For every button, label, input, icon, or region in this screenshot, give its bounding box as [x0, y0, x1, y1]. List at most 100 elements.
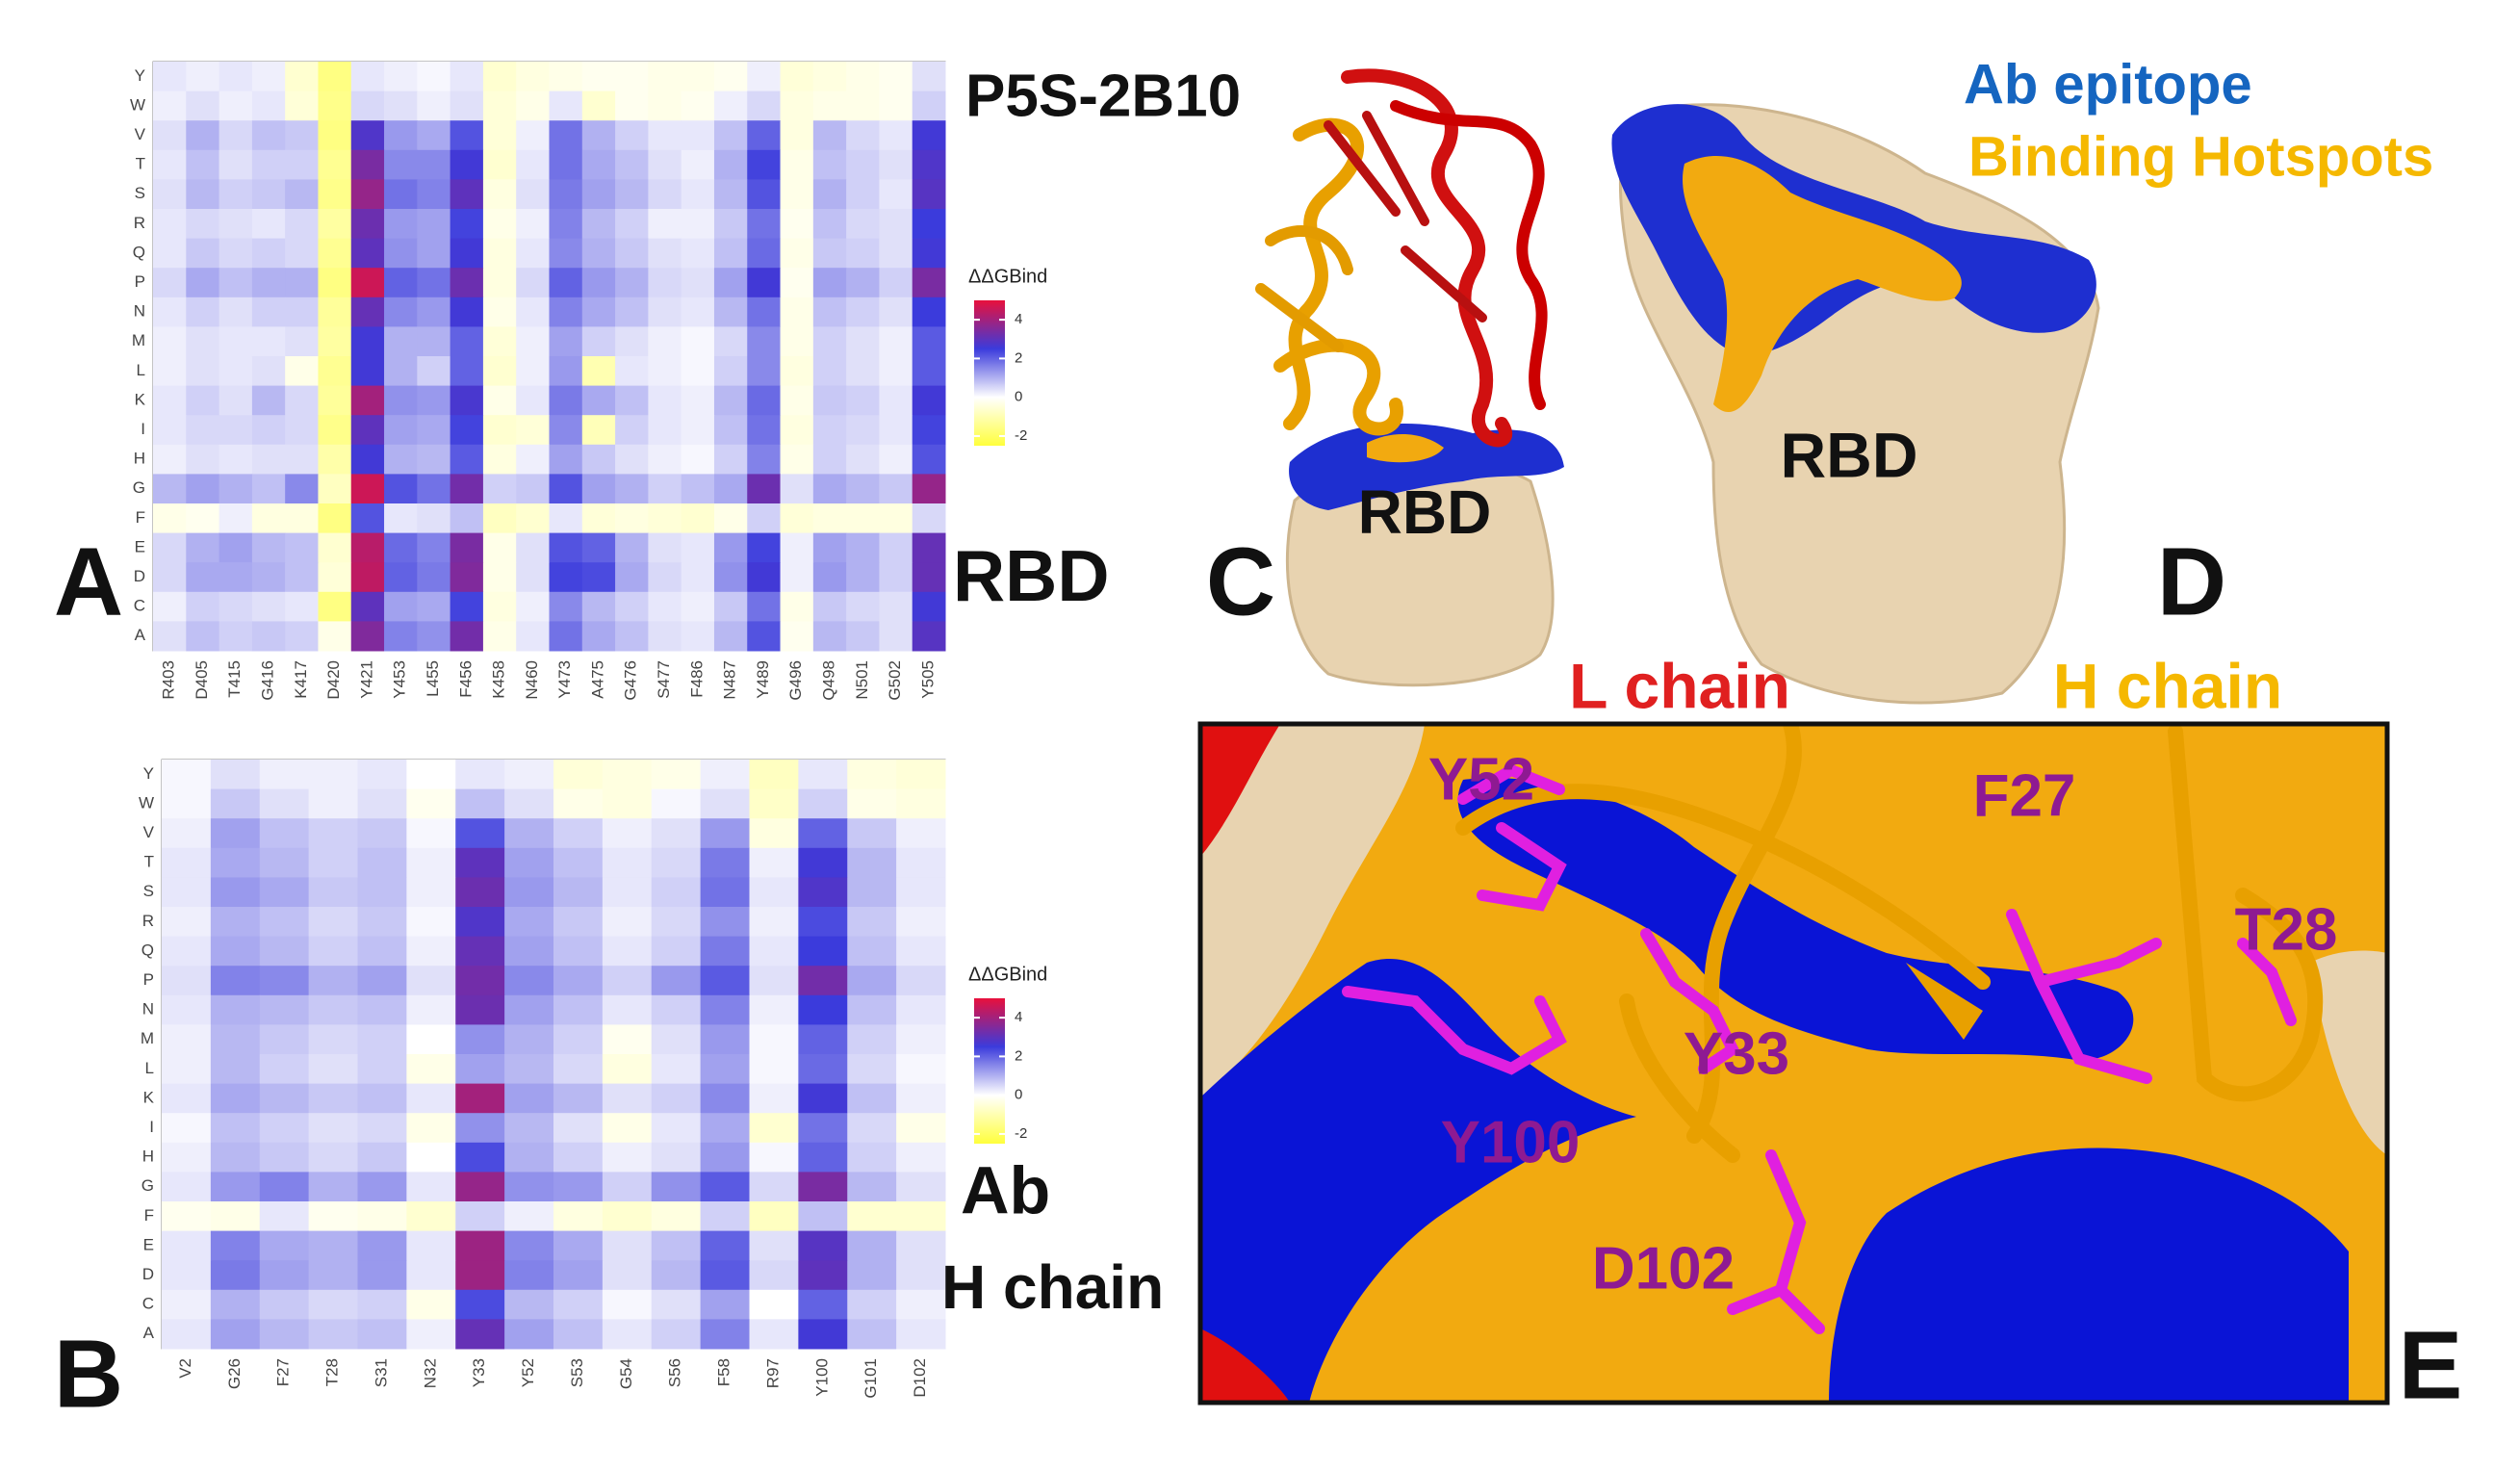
heatmap-cell [153, 385, 187, 416]
heatmap-cell [700, 818, 750, 849]
heatmap-cell [648, 209, 682, 240]
heatmap-cell [350, 90, 385, 121]
heatmap-cell [516, 268, 550, 298]
heatmap-cell [210, 1201, 261, 1232]
heatmap-cell [285, 209, 319, 240]
heatmap-cell [455, 907, 505, 938]
heatmap-cell [749, 877, 799, 908]
heatmap-cell [798, 936, 848, 967]
heatmap-cell [846, 503, 880, 534]
heatmap-cell [504, 1142, 554, 1173]
heatmap-cell [553, 994, 604, 1025]
heatmap-cell [482, 268, 517, 298]
heatmap-cell [350, 474, 385, 504]
heatmap-cell [648, 385, 682, 416]
heatmap-cell [153, 90, 187, 121]
heatmap-cell [251, 62, 286, 92]
heatmap-cell [879, 503, 913, 534]
heatmap-cell [700, 847, 750, 878]
heatmap-cell [259, 1260, 310, 1291]
heatmap-cell [879, 297, 913, 327]
heatmap-cell [308, 788, 358, 819]
structure-label: RBD [1781, 419, 1918, 490]
heatmap-cell [651, 966, 702, 996]
heatmap-cell [581, 120, 616, 151]
heatmap-cell [259, 1024, 310, 1055]
heatmap-cell [450, 209, 484, 240]
heatmap-cell [318, 385, 352, 416]
heatmap-cell [516, 591, 550, 622]
y-tick-label: P [135, 272, 145, 291]
heatmap-cell [153, 209, 187, 240]
heatmap-cell [162, 847, 212, 878]
heatmap-cell [681, 268, 715, 298]
heatmap-cell [186, 474, 220, 504]
heatmap-cell [553, 1024, 604, 1055]
heatmap-cell [812, 179, 847, 210]
heatmap-cell [384, 474, 418, 504]
heatmap-cell [847, 1024, 897, 1055]
heatmap-cell [549, 297, 583, 327]
heatmap-cell [581, 268, 616, 298]
heatmap-cell [780, 591, 814, 622]
heatmap-cell [384, 90, 418, 121]
heatmap-cell [549, 326, 583, 357]
heatmap-cell [259, 1083, 310, 1114]
heatmap-cell [219, 90, 253, 121]
heatmap-cell [615, 503, 649, 534]
heatmap-cell [749, 1142, 799, 1173]
chain-label: L chain [1569, 650, 1790, 721]
heatmap-cell [847, 1319, 897, 1350]
heatmap-cell [285, 179, 319, 210]
heatmap-cell [251, 503, 286, 534]
heatmap-cell [912, 474, 946, 504]
heatmap-cell [615, 562, 649, 593]
heatmap-cell [581, 90, 616, 121]
colorbar-tick-label: -2 [1015, 1125, 1027, 1142]
heatmap-cell [700, 1319, 750, 1350]
heatmap-cell [219, 326, 253, 357]
heatmap-cell [516, 179, 550, 210]
heatmap-cell [700, 936, 750, 967]
heatmap-cell [406, 818, 456, 849]
heatmap-cell [308, 1201, 358, 1232]
heatmap-cell [406, 1024, 456, 1055]
heatmap-cell [504, 1024, 554, 1055]
heatmap-cell [357, 1201, 407, 1232]
heatmap-cell [186, 562, 220, 593]
heatmap-cell [713, 532, 748, 563]
heatmap-cell [879, 562, 913, 593]
heatmap-cell [210, 1083, 261, 1114]
heatmap-cell [482, 415, 517, 446]
heatmap-cell [251, 268, 286, 298]
heatmap-cell [879, 621, 913, 652]
heatmap-cell [153, 415, 187, 446]
heatmap-cell [713, 474, 748, 504]
heatmap-cell [846, 268, 880, 298]
heatmap-cell [162, 1142, 212, 1173]
heatmap-cell [553, 818, 604, 849]
heatmap-cell [749, 1260, 799, 1291]
heatmap-cell [350, 238, 385, 269]
heatmap-cell [406, 847, 456, 878]
heatmap-cell [285, 591, 319, 622]
heatmap-cell [700, 1024, 750, 1055]
heatmap-cell [896, 1260, 946, 1291]
heatmap-cell [912, 297, 946, 327]
heatmap-cell [780, 621, 814, 652]
heatmap-cell [798, 1289, 848, 1320]
heatmap-cell [648, 474, 682, 504]
heatmap-cell [747, 62, 782, 92]
heatmap-cell [455, 788, 505, 819]
heatmap-cell [602, 1083, 653, 1114]
x-tick-label: Y33 [470, 1358, 488, 1387]
heatmap-cell [308, 1319, 358, 1350]
heatmap-cell [749, 994, 799, 1025]
x-tick-label: N32 [421, 1358, 439, 1388]
heatmap-cell [417, 444, 451, 475]
heatmap-cell [553, 1142, 604, 1173]
structure-d [1611, 103, 2100, 705]
heatmap-cell [285, 356, 319, 387]
heatmap-cell [417, 621, 451, 652]
